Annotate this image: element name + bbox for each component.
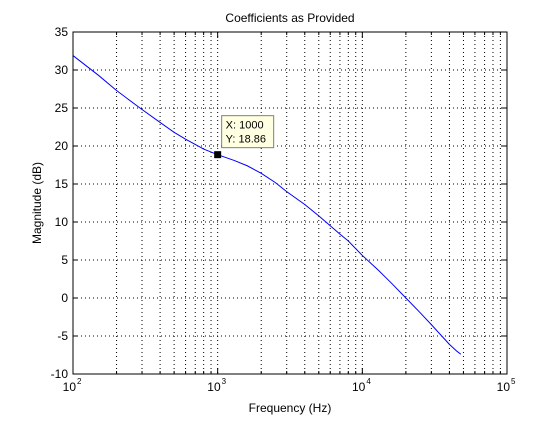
datatip-y-text: Y: 18.86 xyxy=(226,134,266,146)
series-layer xyxy=(72,55,462,355)
x-tick-label-base: 10 xyxy=(497,380,511,394)
datatip-x-text: X: 1000 xyxy=(226,120,264,132)
x-tick-label-base: 10 xyxy=(63,380,77,394)
x-tick-label-base: 10 xyxy=(352,380,366,394)
y-tick-label: 15 xyxy=(55,177,69,191)
ticks xyxy=(72,31,507,375)
x-tick-label: 10 3 xyxy=(207,377,226,394)
chart-title: Coefficients as Provided xyxy=(225,11,354,25)
series-line xyxy=(72,55,462,355)
x-tick-label-exponent: 2 xyxy=(77,377,82,386)
y-tick-label: -10 xyxy=(51,367,69,381)
y-tick-label: 10 xyxy=(55,215,69,229)
x-tick-label-exponent: 3 xyxy=(222,377,227,386)
plot-area xyxy=(73,32,507,374)
y-tick-label: 0 xyxy=(61,291,68,305)
x-tick-label-base: 10 xyxy=(207,380,221,394)
x-tick-label: 10 5 xyxy=(497,377,516,394)
y-tick-label: 20 xyxy=(55,139,69,153)
datatip-marker[interactable] xyxy=(214,151,222,159)
y-tick-label: -5 xyxy=(57,329,68,343)
axes-frame xyxy=(72,31,508,375)
x-tick-label: 10 4 xyxy=(352,377,371,394)
x-tick-label: 10 2 xyxy=(63,377,82,394)
datatip-box[interactable] xyxy=(221,115,275,149)
x-tick-label-exponent: 5 xyxy=(511,377,516,386)
x-tick-label-exponent: 4 xyxy=(366,377,371,386)
datatip-layer: X: 1000 Y: 18.86 xyxy=(214,115,275,159)
y-tick-label: 25 xyxy=(55,101,69,115)
grid-lines xyxy=(73,32,507,374)
y-tick-label: 5 xyxy=(61,253,68,267)
y-tick-label: 35 xyxy=(55,25,69,39)
x-axis-label: Frequency (Hz) xyxy=(249,401,332,415)
y-axis-label: Magnitude (dB) xyxy=(30,162,44,244)
y-tick-label: 30 xyxy=(55,63,69,77)
